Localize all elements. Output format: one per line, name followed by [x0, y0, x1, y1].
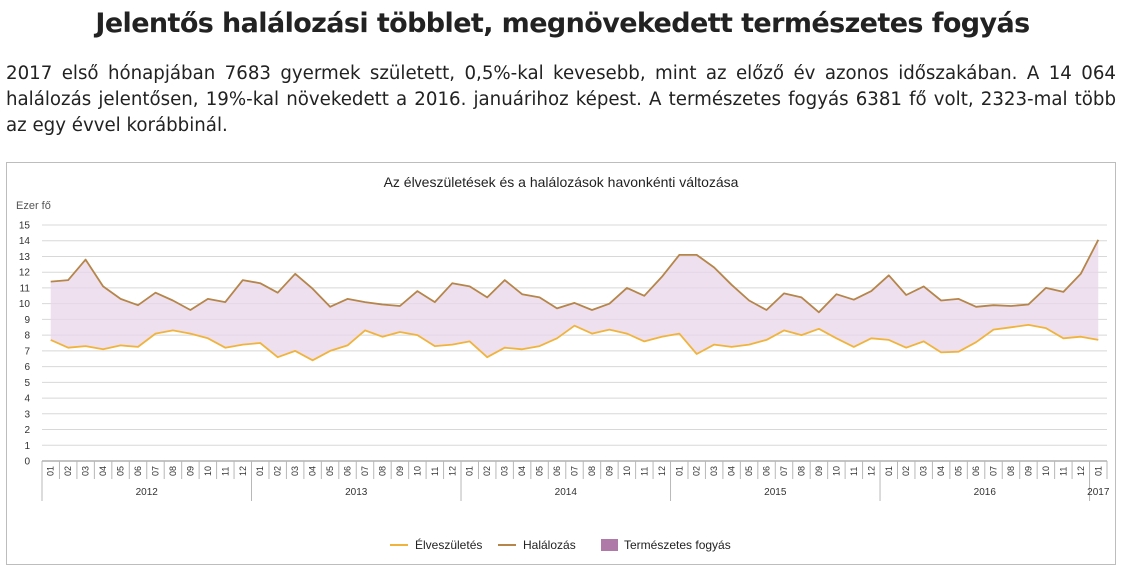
x-year-label: 2017 [1087, 487, 1110, 498]
x-month-label: 03 [709, 466, 719, 476]
y-tick-label: 11 [20, 283, 31, 294]
y-tick-label: 8 [24, 331, 30, 342]
x-month-label: 12 [238, 466, 248, 476]
x-month-label: 11 [1058, 467, 1068, 476]
x-month-label: 06 [133, 466, 143, 476]
x-month-label: 04 [308, 466, 318, 476]
x-month-label: 12 [1076, 466, 1086, 476]
x-month-label: 10 [412, 466, 422, 476]
legend-natural-decrease-swatch [601, 539, 618, 551]
x-month-label: 08 [377, 466, 387, 476]
x-month-label: 12 [866, 466, 876, 476]
x-month-label: 02 [482, 466, 492, 476]
x-month-label: 09 [185, 466, 195, 476]
x-month-label: 04 [98, 466, 108, 476]
x-year-label: 2013 [345, 487, 368, 498]
x-month-label: 01 [255, 466, 265, 476]
x-month-label: 04 [936, 466, 946, 476]
x-year-label: 2015 [764, 487, 787, 498]
x-month-label: 07 [989, 466, 999, 476]
x-month-label: 05 [325, 466, 335, 476]
x-month-label: 08 [1006, 466, 1016, 476]
x-month-label: 03 [81, 466, 91, 476]
x-month-label: 10 [831, 466, 841, 476]
x-month-label: 10 [622, 466, 632, 476]
x-month-label: 01 [46, 466, 56, 476]
x-month-label: 07 [150, 466, 160, 476]
y-tick-label: 13 [19, 252, 31, 263]
x-month-label: 03 [919, 466, 929, 476]
x-month-label: 10 [203, 466, 213, 476]
x-month-label: 08 [587, 466, 597, 476]
chart-svg: Az élveszületések és a halálozások havon… [16, 174, 1110, 552]
y-tick-label: 1 [24, 441, 30, 452]
x-month-label: 05 [535, 466, 545, 476]
y-tick-label: 5 [24, 378, 30, 389]
x-month-label: 05 [116, 466, 126, 476]
y-tick-label: 7 [24, 346, 30, 357]
x-month-label: 02 [901, 466, 911, 476]
natural-decrease-area [50, 239, 1099, 361]
x-month-label: 02 [273, 466, 283, 476]
x-month-label: 01 [884, 466, 894, 476]
x-month-label: 12 [657, 466, 667, 476]
x-year-label: 2016 [974, 487, 997, 498]
x-month-label: 10 [1041, 466, 1051, 476]
x-month-label: 06 [552, 466, 562, 476]
x-month-label: 09 [604, 466, 614, 476]
births-series-line [50, 324, 1099, 362]
x-month-label: 07 [570, 466, 580, 476]
chart-container: Az élveszületések és a halálozások havon… [6, 162, 1116, 565]
x-year-label: 2014 [555, 487, 578, 498]
x-month-label: 04 [727, 466, 737, 476]
legend-deaths-label: Halálozás [523, 538, 576, 552]
y-tick-label: 10 [19, 299, 31, 310]
y-axis-unit-label: Ezer fő [16, 200, 51, 212]
x-month-label: 08 [796, 466, 806, 476]
x-month-label: 03 [500, 466, 510, 476]
deaths-series-line [50, 239, 1100, 314]
x-month-label: 11 [430, 467, 440, 476]
chart-title: Az élveszületések és a halálozások havon… [384, 174, 739, 190]
lead-paragraph: 2017 első hónapjában 7683 gyermek szület… [6, 63, 1116, 136]
x-month-label: 06 [762, 466, 772, 476]
x-month-label: 01 [674, 466, 684, 476]
x-month-label: 11 [849, 467, 859, 476]
x-month-label: 07 [779, 466, 789, 476]
legend-natural-decrease-label: Természetes fogyás [624, 538, 731, 552]
x-month-label: 01 [1093, 466, 1103, 476]
x-month-label: 08 [168, 466, 178, 476]
x-month-label: 09 [814, 466, 824, 476]
x-month-label: 06 [343, 466, 353, 476]
x-month-label: 09 [1023, 466, 1033, 476]
y-tick-label: 0 [24, 457, 30, 468]
y-tick-label: 14 [19, 236, 31, 247]
x-month-label: 12 [447, 466, 457, 476]
x-month-label: 07 [360, 466, 370, 476]
x-month-label: 09 [395, 466, 405, 476]
x-year-label: 2012 [136, 487, 159, 498]
x-month-label: 05 [744, 466, 754, 476]
x-month-label: 02 [63, 466, 73, 476]
x-month-label: 11 [220, 467, 230, 476]
y-tick-label: 2 [24, 425, 30, 436]
y-tick-label: 12 [19, 268, 31, 279]
y-tick-label: 3 [24, 409, 30, 420]
x-month-label: 02 [692, 466, 702, 476]
legend-births-label: Élveszületés [415, 537, 482, 552]
x-month-label: 05 [954, 466, 964, 476]
page-headline: Jelentős halálozási többlet, megnövekede… [95, 8, 1030, 39]
x-month-label: 04 [517, 466, 527, 476]
y-tick-label: 4 [24, 394, 30, 405]
y-tick-label: 6 [24, 362, 30, 373]
x-month-label: 11 [639, 467, 649, 476]
x-month-label: 06 [971, 466, 981, 476]
x-month-label: 03 [290, 466, 300, 476]
x-month-label: 01 [465, 466, 475, 476]
y-tick-label: 15 [19, 221, 31, 232]
y-tick-label: 9 [24, 315, 30, 326]
